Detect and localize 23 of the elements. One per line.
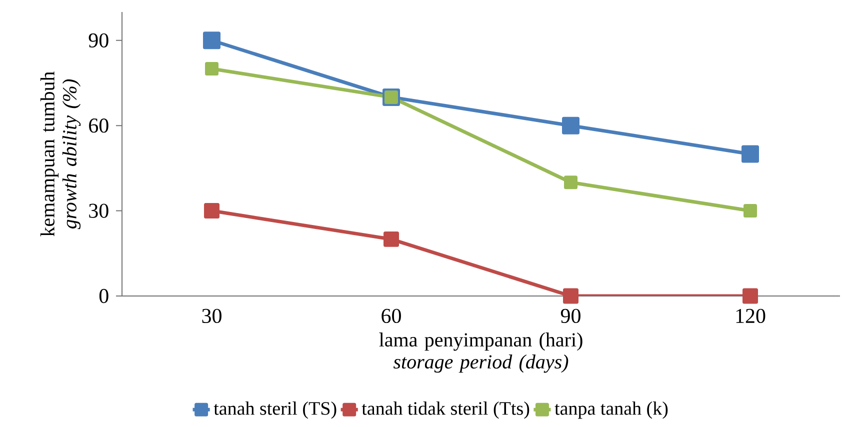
point — [742, 145, 759, 163]
y-axis-title: kemampuan tumbuh growth ability (%) — [40, 71, 81, 236]
y-tick-label: 90 — [88, 33, 108, 48]
legend-label: tanah steril (TS) — [214, 402, 336, 419]
point — [562, 116, 580, 134]
point — [204, 203, 220, 219]
x-tick-label: 120 — [736, 308, 766, 324]
legend-label: tanah tidak steril (Tts) — [362, 402, 530, 419]
y-tick-label: 60 — [89, 118, 108, 133]
x-tick-label: 60 — [382, 308, 401, 324]
point — [742, 288, 758, 304]
x-axis-title: lama penyimpanan (hari) storage period (days) — [379, 332, 582, 373]
point — [563, 288, 578, 304]
y-tick-label: 0 — [99, 288, 108, 304]
point — [564, 176, 578, 190]
point — [743, 204, 757, 218]
x-tick-label: 90 — [560, 308, 580, 324]
point — [205, 62, 219, 76]
y-tick-label: 30 — [89, 204, 108, 218]
legend-label: tanpa tanah (k) — [554, 402, 668, 419]
point — [384, 231, 400, 247]
point — [203, 32, 221, 50]
x-tick-label: 30 — [202, 308, 222, 324]
